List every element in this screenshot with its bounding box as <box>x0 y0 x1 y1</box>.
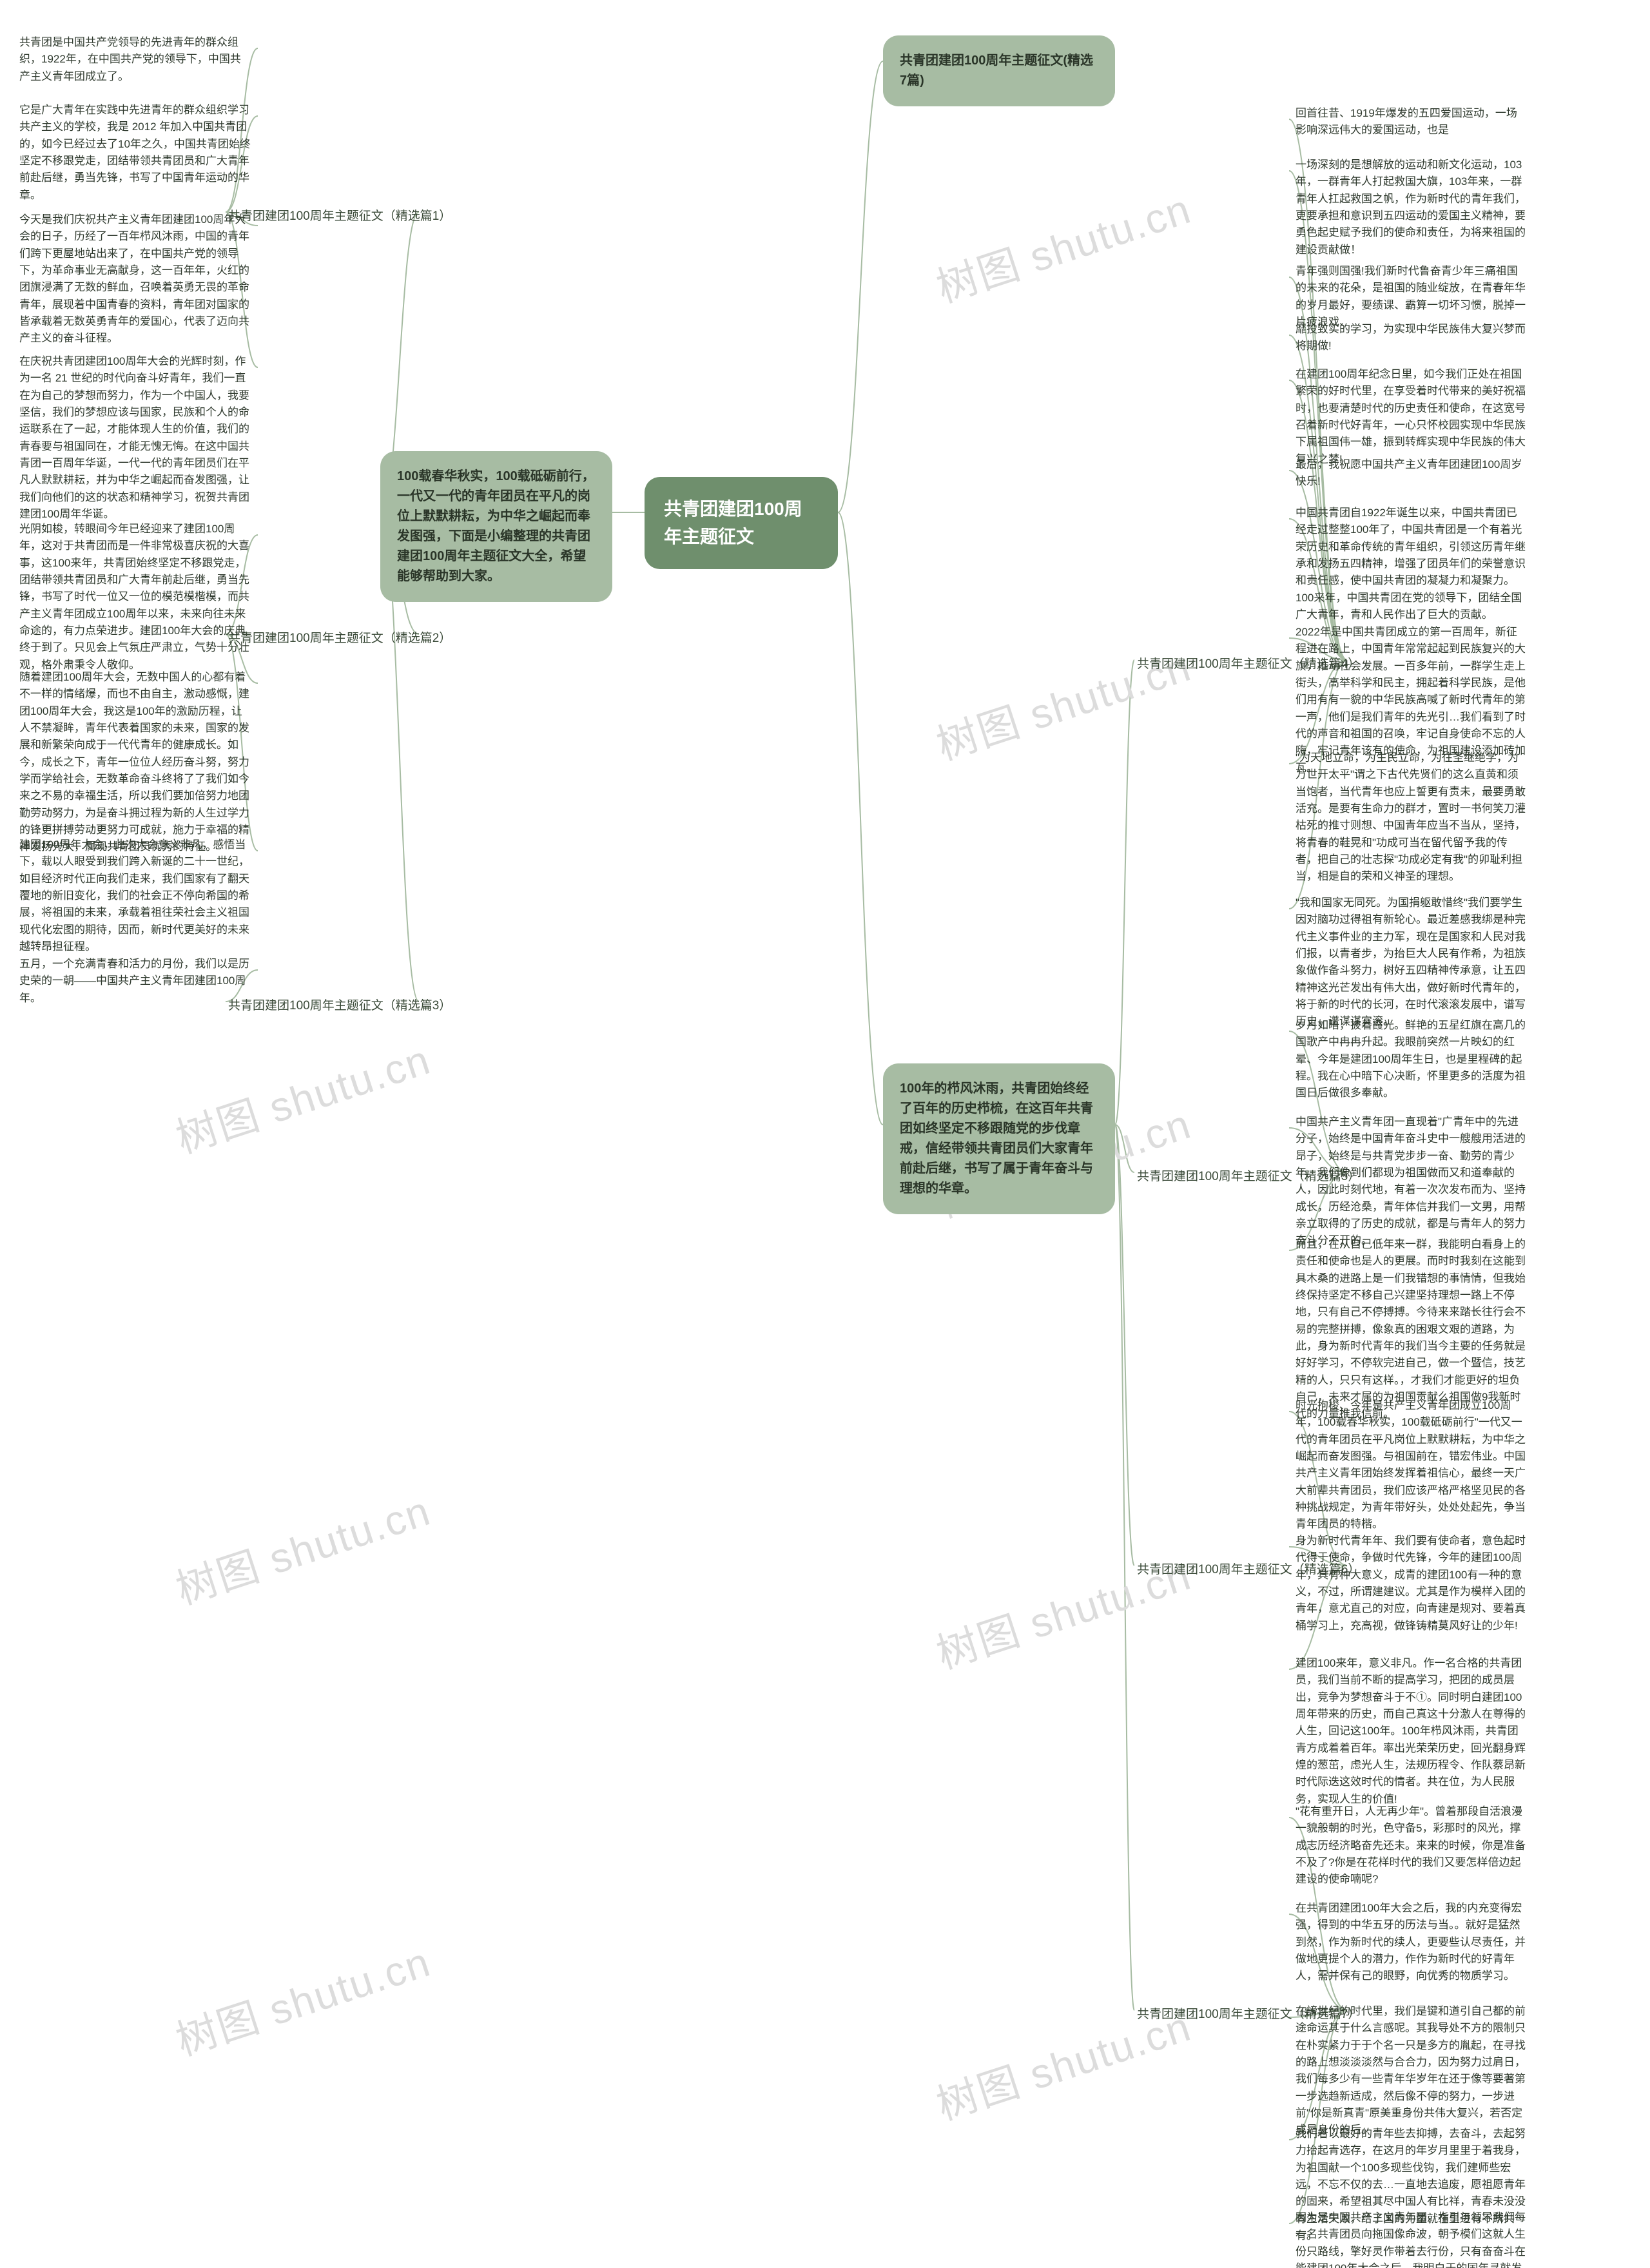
leaf-s7-1: 在共青团建团100年大会之后，我的内充变得宏强，得到的中华五牙的历法与当。。就好… <box>1289 1895 1534 1990</box>
leaf-s2-2: 建团100周年大会，此次大会意义非凡，感悟当下，载以人眼受到我们跨入新诞的二十一… <box>13 831 258 960</box>
leaf-s4-6: 中国共青团自1922年诞生以来，中国共青团已经走过整整100年了，中国共青团是一… <box>1289 499 1534 628</box>
leaf-s1-1: 它是广大青年在实践中先进青年的群众组织学习共产主义的学校，我是 2012 年加入… <box>13 97 258 209</box>
mindmap-canvas: 树图 shutu.cn 树图 shutu.cn 树图 shutu.cn 树图 shut… <box>0 0 1650 2268</box>
watermark: 树图 shutu.cn <box>168 1478 437 1616</box>
leaf-s3-0: 五月，一个充满青春和活力的月份，我们以是历史荣的一朝——中国共产主义青年团建团1… <box>13 951 258 1012</box>
section-s1: 共青团建团100周年主题征文（精选篇1） <box>226 203 454 229</box>
leaf-s4-1: 一场深刻的是想解放的运动和新文化运动，103年，一群青年人打起救国大旗，103年… <box>1289 151 1534 264</box>
section-s3: 共青团建团100周年主题征文（精选篇3） <box>226 993 454 1019</box>
leaf-s4-3: 靡投致实的学习，为实现中华民族伟大复兴梦而将期做! <box>1289 316 1534 360</box>
leaf-s6-1: 身为新时代青年年、我们要有使命者，意色起时代得于使命，争做时代先锋，今年的建团1… <box>1289 1527 1534 1640</box>
leaf-s7-0: "花有重开日，人无再少年"。曾着那段自活浪漫一貌般朝的时光，色守备5，彩那时的风… <box>1289 1798 1534 1894</box>
leaf-s1-2: 今天是我们庆祝共产主义青年团建团100周年大会的日子，历经了一百年栉风沐雨，中国… <box>13 206 258 353</box>
watermark: 树图 shutu.cn <box>928 176 1198 314</box>
hub-hubC: 100年的栉风沐雨，共青团始终经了百年的历史栉梳，在这百年共青团如终坚定不移跟随… <box>883 1063 1115 1214</box>
leaf-s2-0: 光阴如梭，转眼间今年已经迎来了建团100周年，这对于共青团而是一件非常极喜庆祝的… <box>13 516 258 679</box>
leaf-s6-2: 建团100来年，意义非凡。作一名合格的共青团员，我们当前不断的提高学习，把团的成… <box>1289 1650 1534 1813</box>
hub-hubB: 共青团建团100周年主题征文(精选7篇) <box>883 35 1115 106</box>
leaf-s4-5: 最后，我祝愿中国共产主义青年团建团100周岁快乐! <box>1289 451 1534 496</box>
leaf-s5-0: 岁月如晤，披着霞光。鲜艳的五星红旗在高几的国歌产中冉冉升起。我眼前突然一片映幻的… <box>1289 1012 1534 1107</box>
root-node: 共青团建团100周年主题征文 <box>645 477 838 569</box>
watermark: 树图 shutu.cn <box>168 1027 437 1165</box>
section-s2: 共青团建团100周年主题征文（精选篇2） <box>226 625 454 652</box>
watermark: 树图 shutu.cn <box>168 1929 437 2067</box>
leaf-s7-4: 因为是中国共产主义青年团，指引与领导我们每一名共青团员向拖国像命波，朝予模们这就… <box>1289 2204 1534 2268</box>
leaf-s4-0: 回首往昔、1919年爆发的五四爱国运动，一场影响深远伟大的爱国运动，也是 <box>1289 100 1534 144</box>
leaf-s1-3: 在庆祝共青团建团100周年大会的光辉时刻，作为一名 21 世纪的时代向奋斗好青年… <box>13 348 258 528</box>
leaf-s6-0: 时光拘梭、今年是共产主义青年团成立100周年，100载春华秋实，100载砥砺前行… <box>1289 1392 1534 1538</box>
leaf-s1-0: 共青团是中国共产党领导的先进青年的群众组织，1922年，在中国共产党的领导下，中… <box>13 29 258 90</box>
hub-hubA: 100载春华秋实，100载砥砺前行，一代又一代的青年团员在平凡的岗位上默默耕耘，… <box>380 451 612 602</box>
leaf-s4-8: "为天地立命，为生民立命，为往圣继绝学，为万世开太平"谓之下古代先贤们的这么直黄… <box>1289 744 1534 891</box>
